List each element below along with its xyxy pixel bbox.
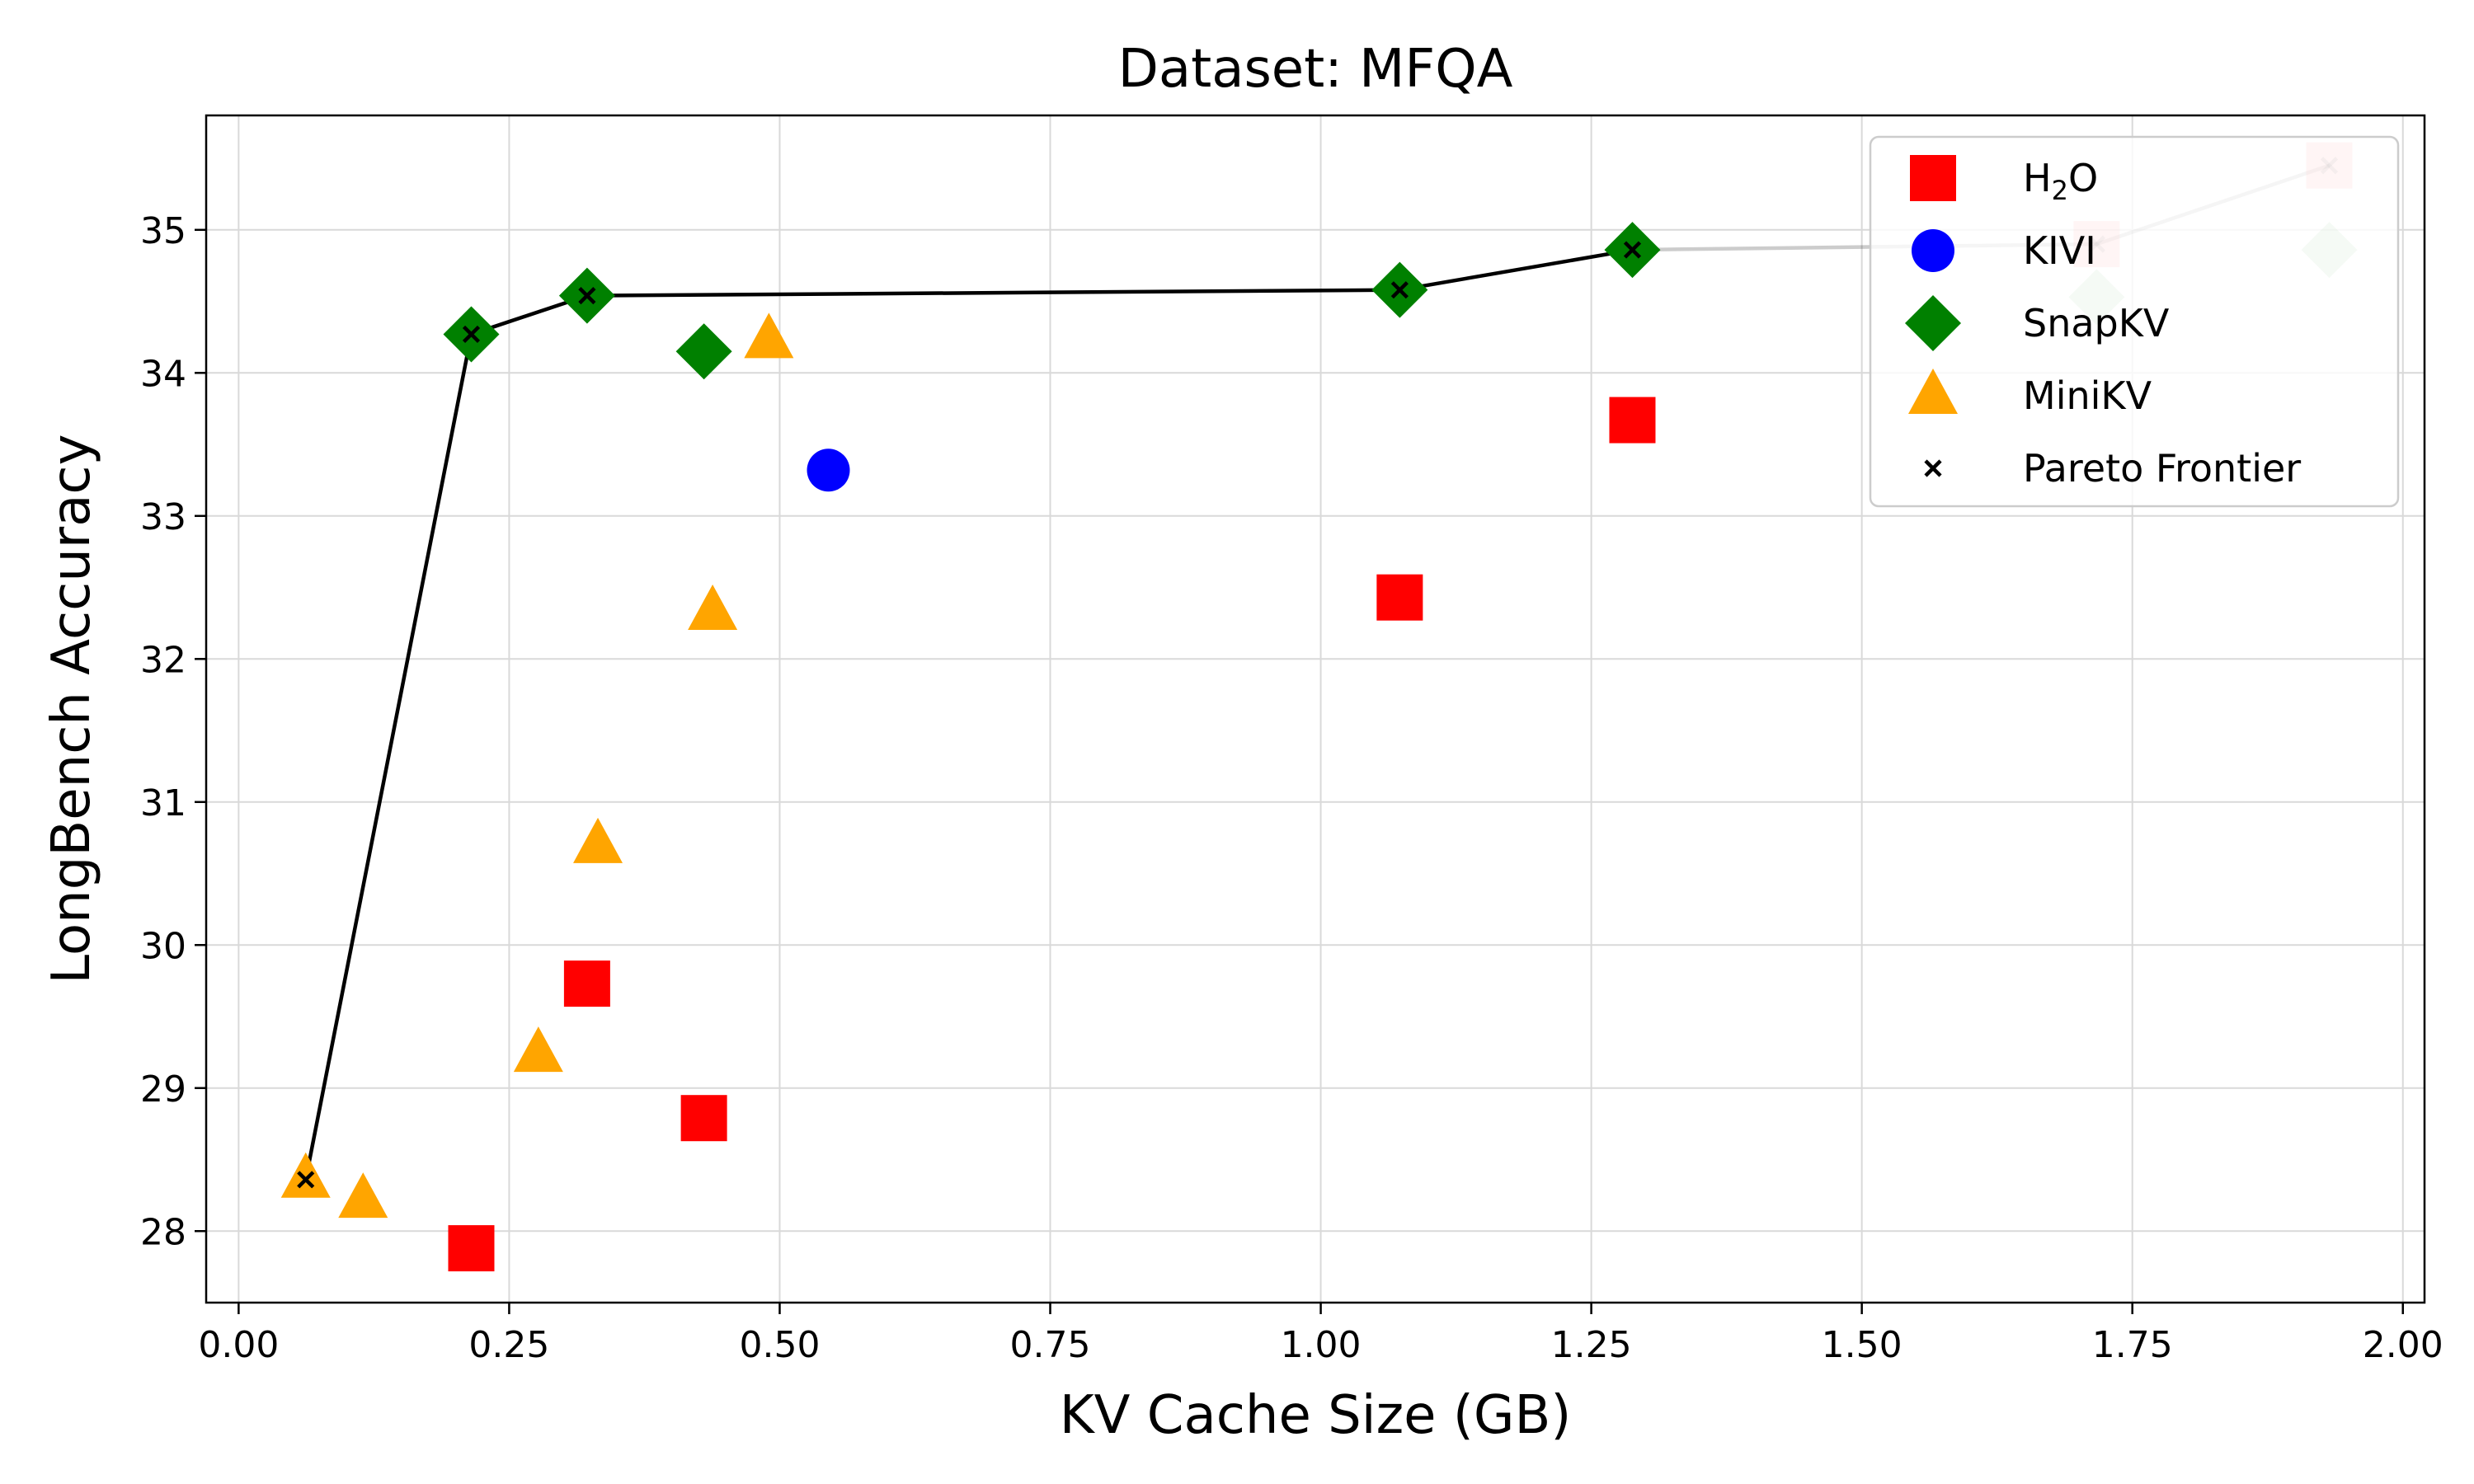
triangle-marker-minikv	[338, 1172, 388, 1219]
y-tick-label: 28	[140, 1211, 186, 1253]
y-tick-label: 34	[140, 353, 186, 395]
triangle-marker-minikv	[280, 1152, 331, 1198]
legend-marker-0	[1910, 155, 1956, 201]
legend-label: Pareto Frontier	[2023, 446, 2301, 491]
x-tick-label: 0.75	[1010, 1324, 1091, 1366]
series-minikv	[280, 312, 794, 1219]
x-tick-label: 1.75	[2092, 1324, 2173, 1366]
plot-frame	[205, 114, 2426, 1304]
pareto-segment	[303, 334, 473, 1181]
pareto-segment	[1399, 247, 1633, 292]
pareto-x-marker	[462, 325, 481, 344]
triangle-marker-minikv	[744, 312, 794, 359]
y-tick-label: 30	[140, 925, 186, 967]
y-axis-label: LongBench Accuracy	[41, 434, 102, 984]
y-tick-label: 32	[140, 639, 186, 681]
y-tick-label: 29	[140, 1068, 186, 1111]
x-axis-label: KV Cache Size (GB)	[1060, 1385, 1572, 1446]
square-marker-h2o	[448, 1225, 495, 1272]
triangle-marker-minikv	[688, 585, 738, 631]
x-tick-label: 1.00	[1281, 1324, 1362, 1366]
legend-box	[1869, 135, 2400, 508]
x-tick-label: 1.25	[1551, 1324, 1632, 1366]
x-tick-label: 1.50	[1822, 1324, 1903, 1366]
square-marker-h2o	[1376, 574, 1423, 621]
pareto-x-marker	[1390, 281, 1409, 299]
legend-marker-3	[1908, 369, 1958, 414]
pareto-x-marker	[578, 287, 596, 305]
legend-label: H2O	[2023, 156, 2098, 206]
y-tick-label: 33	[140, 496, 186, 538]
series-kivi	[807, 448, 850, 492]
x-tick-label: 2.00	[2363, 1324, 2443, 1366]
diamond-marker-snapkv	[675, 323, 732, 380]
x-tick-label: 0.50	[739, 1324, 820, 1366]
legend-marker-4	[1924, 459, 1942, 477]
y-tick-label: 35	[140, 210, 186, 252]
x-tick-label: 0.00	[198, 1324, 279, 1366]
triangle-marker-minikv	[513, 1026, 563, 1073]
legend-label: MiniKV	[2023, 373, 2152, 418]
chart-title: Dataset: MFQA	[1118, 39, 1513, 100]
pareto-x-marker	[1623, 241, 1642, 259]
circle-marker-kivi	[807, 448, 850, 492]
legend-label: KIVI	[2023, 228, 2096, 273]
y-tick-label: 31	[140, 782, 186, 824]
x-tick-label: 0.25	[468, 1324, 549, 1366]
x-axis-ticks: 0.00 0.25 0.50 0.75 1.00 1.25 1.50 1.75 2.00	[198, 1303, 2443, 1366]
legend-marker-1	[1912, 229, 1954, 272]
y-axis-ticks: 28 29 30 31 32 33 34 35	[140, 210, 206, 1253]
triangle-marker-minikv	[573, 817, 623, 863]
legend: H2O KIVI SnapKV MiniKV Pareto Frontier	[1869, 135, 2400, 508]
pareto-x-marker	[297, 1171, 315, 1189]
legend-marker-2	[1905, 295, 1961, 351]
square-marker-h2o	[680, 1095, 727, 1142]
square-marker-h2o	[1609, 397, 1656, 444]
legend-label: SnapKV	[2023, 301, 2170, 345]
square-marker-h2o	[563, 960, 610, 1007]
pareto-segment	[586, 288, 1400, 298]
